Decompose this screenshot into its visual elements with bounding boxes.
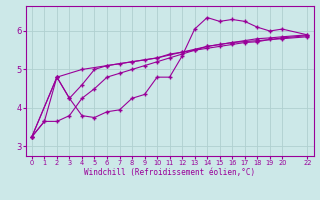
X-axis label: Windchill (Refroidissement éolien,°C): Windchill (Refroidissement éolien,°C): [84, 168, 255, 177]
